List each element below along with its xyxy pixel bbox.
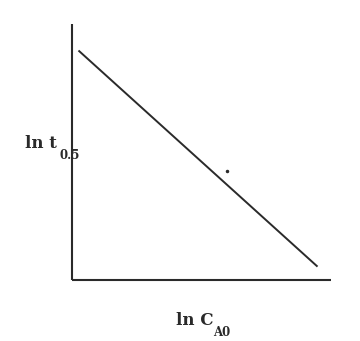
Text: A0: A0 (213, 326, 230, 339)
Text: ln C: ln C (176, 312, 213, 329)
Text: 0.5: 0.5 (59, 149, 80, 162)
Text: ln t: ln t (25, 135, 57, 152)
